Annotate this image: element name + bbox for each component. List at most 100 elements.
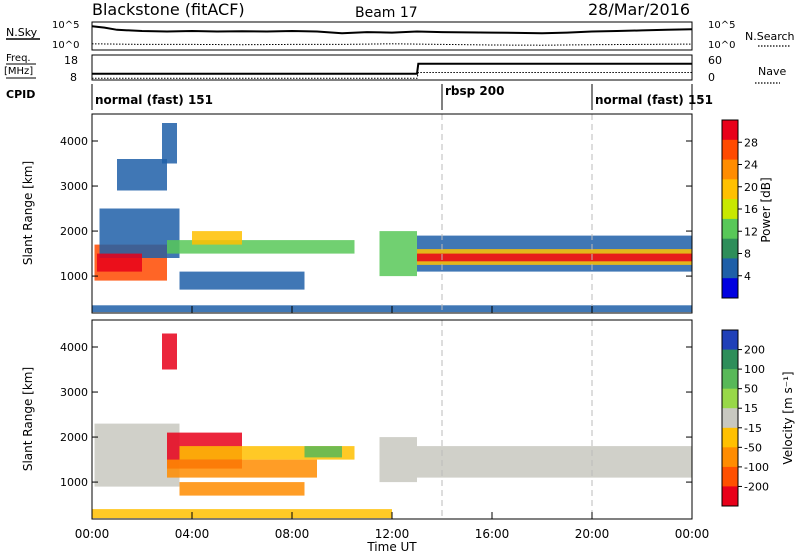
power-ytick-label-4: 4000 — [60, 135, 88, 148]
velocity-colorbar-tick-label-8: -200 — [744, 480, 769, 493]
power-data — [92, 123, 692, 313]
power-region-7 — [117, 159, 167, 191]
x-axis-label: Time UT — [366, 540, 417, 554]
power-colorbar-swatch-8 — [722, 258, 738, 279]
power-colorbar-swatch-4 — [722, 179, 738, 200]
nave-label: Nave — [758, 65, 786, 78]
cpid-segment-1: normal (fast) 151 — [95, 93, 213, 107]
power-region-9 — [379, 231, 417, 277]
velocity-region-8 — [379, 437, 417, 483]
xtick-label-3: 08:00 — [275, 527, 310, 541]
velocity-colorbar-swatch-8 — [722, 466, 738, 487]
cpid-segment-3: normal (fast) 151 — [595, 93, 713, 107]
nsky-trace — [91, 25, 693, 35]
nsearch-tick-top: 10^5 — [708, 20, 735, 31]
velocity-colorbar-swatch-7 — [722, 447, 738, 468]
nave-tick-top: 60 — [708, 54, 722, 67]
power-colorbar-tick-label-5: 12 — [744, 225, 758, 238]
velocity-colorbar-tick-label-6: -50 — [744, 441, 762, 454]
velocity-colorbar-swatch-6 — [722, 427, 738, 448]
nave-tick-bottom: 0 — [708, 71, 715, 84]
nsearch-label: N.Search — [745, 30, 795, 43]
velocity-colorbar-swatch-4 — [722, 388, 738, 409]
power-colorbar-label: Power [dB] — [759, 177, 773, 242]
velocity-y-label: Slant Range [km] — [21, 367, 35, 471]
xtick-label-4: 12:00 — [375, 527, 410, 541]
power-colorbar-swatch-5 — [722, 199, 738, 220]
velocity-ytick-label-2: 2000 — [60, 431, 88, 444]
freq-label-bottom: [MHz] — [4, 66, 33, 77]
cpid-label: CPID — [6, 88, 35, 101]
velocity-colorbar-swatch-9 — [722, 486, 738, 507]
power-ytick-label-2: 2000 — [60, 225, 88, 238]
power-ytick-label-1: 1000 — [60, 270, 88, 283]
power-colorbar-tick-label-4: 16 — [744, 203, 758, 216]
power-colorbar-swatch-9 — [722, 278, 738, 299]
velocity-colorbar-tick-label-5: -15 — [744, 422, 762, 435]
nsearch-tick-bottom: 10^0 — [708, 40, 735, 51]
velocity-colorbar-label: Velocity [m s⁻¹] — [781, 371, 795, 464]
power-y-label: Slant Range [km] — [21, 161, 35, 265]
x-axis: 00:00 04:00 08:00 12:00 16:00 20:00 00:00 — [75, 306, 710, 541]
velocity-region-1 — [94, 423, 180, 487]
velocity-colorbar: 200 100 50 15 -15 -50 -100 -200 Velocity [m s⁻¹… — [721, 329, 795, 507]
xtick-label-7: 00:00 — [675, 527, 710, 541]
velocity-region-9 — [417, 446, 692, 478]
velocity-panel: 1000 2000 3000 4000 Slant Range [km] — [21, 319, 693, 520]
velocity-colorbar-swatch-3 — [722, 369, 738, 390]
date-title: 28/Mar/2016 — [588, 0, 690, 19]
cpid-panel: CPID normal (fast) 151 rbsp 200 normal (… — [6, 84, 713, 110]
power-colorbar-tick-label-1: 28 — [744, 136, 758, 149]
velocity-region-10 — [92, 509, 392, 519]
velocity-colorbar-tick-label-7: -100 — [744, 461, 769, 474]
velocity-colorbar-tick-label-2: 100 — [744, 363, 765, 376]
nsky-tick-bottom: 10^0 — [52, 40, 79, 51]
nsearch-trace — [91, 43, 693, 46]
power-region-5 — [179, 271, 305, 290]
power-panel: 1000 2000 3000 4000 Slant Range [km] — [21, 113, 693, 314]
velocity-region-3 — [167, 459, 317, 478]
freq-tick-bottom: 8 — [70, 71, 77, 84]
velocity-region-5 — [304, 446, 342, 458]
power-colorbar: 28 24 20 16 12 8 4 Power [dB] — [721, 119, 773, 299]
velocity-ytick-label-3: 3000 — [60, 386, 88, 399]
power-region-2 — [99, 208, 180, 258]
nsky-label: N.Sky — [6, 26, 38, 39]
freq-label-top: Freq. — [6, 53, 31, 64]
power-colorbar-tick-label-6: 8 — [744, 248, 751, 261]
power-colorbar-swatch-6 — [722, 218, 738, 240]
power-colorbar-swatch-7 — [722, 238, 738, 259]
power-colorbar-swatch-1 — [722, 120, 738, 141]
nsky-tick-top: 10^5 — [52, 20, 79, 31]
freq-panel: Freq. [MHz] 18 8 60 0 Nave — [4, 53, 786, 84]
freq-tick-top: 18 — [64, 54, 78, 67]
velocity-data — [92, 333, 692, 519]
velocity-colorbar-swatch-5 — [722, 408, 738, 429]
power-colorbar-tick-label-7: 4 — [744, 270, 751, 283]
power-ytick-label-3: 3000 — [60, 180, 88, 193]
xtick-label-2: 04:00 — [175, 527, 210, 541]
cpid-segment-2: rbsp 200 — [445, 84, 504, 98]
power-colorbar-tick-label-3: 20 — [744, 181, 758, 194]
beam-title: Beam 17 — [355, 5, 418, 21]
xtick-label-5: 16:00 — [475, 527, 510, 541]
power-colorbar-swatch-2 — [722, 139, 738, 161]
velocity-colorbar-tick-label-3: 50 — [744, 383, 758, 396]
velocity-colorbar-tick-label-4: 15 — [744, 402, 758, 415]
xtick-label-1: 00:00 — [75, 527, 110, 541]
velocity-colorbar-swatch-1 — [722, 330, 738, 351]
frequency-trace — [92, 62, 692, 75]
power-region-3 — [97, 253, 142, 272]
nsky-panel: N.Sky 10^5 10^0 10^5 10^0 N.Search — [6, 20, 795, 51]
power-region-8 — [162, 123, 177, 164]
power-colorbar-tick-label-2: 24 — [744, 159, 758, 172]
power-region-6 — [192, 231, 242, 245]
power-region-12 — [417, 253, 692, 262]
velocity-ytick-label-4: 4000 — [60, 341, 88, 354]
velocity-region-7 — [162, 333, 177, 370]
xtick-label-6: 20:00 — [575, 527, 610, 541]
velocity-colorbar-swatch-2 — [722, 349, 738, 370]
velocity-colorbar-tick-label-1: 200 — [744, 344, 765, 357]
station-title: Blackstone (fitACF) — [92, 0, 245, 19]
